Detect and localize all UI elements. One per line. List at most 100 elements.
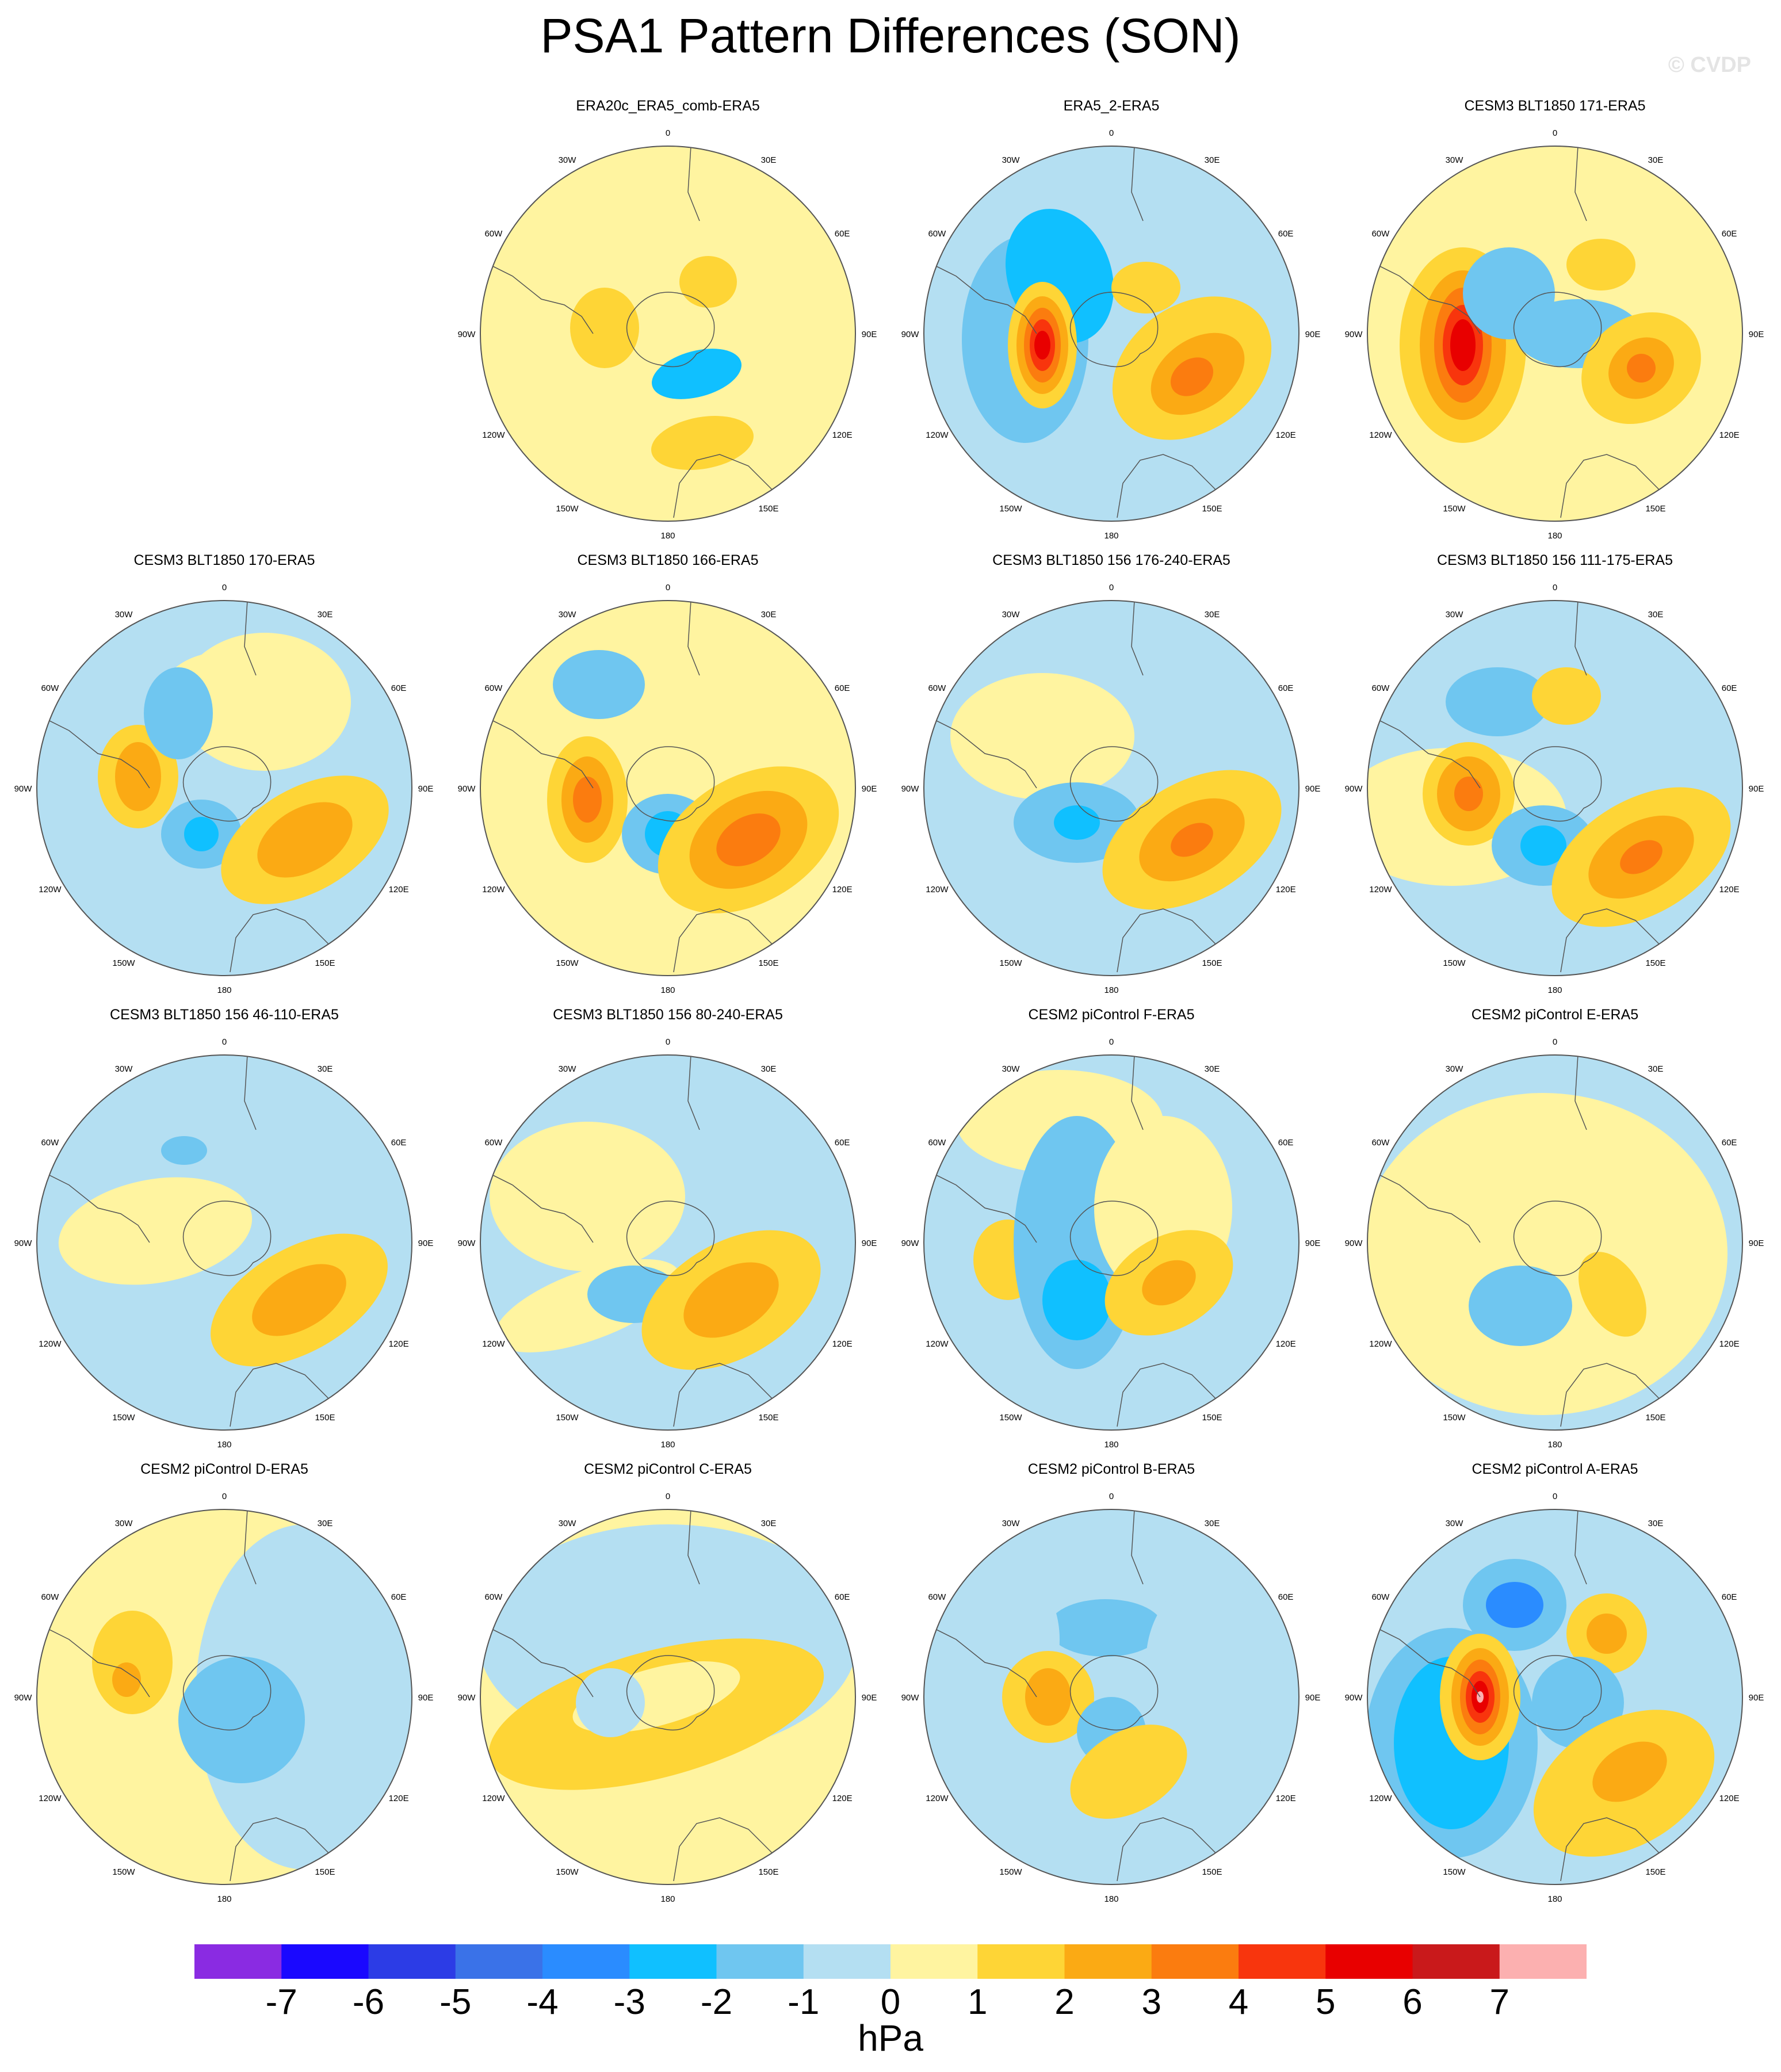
- africa-coastline: [687, 1509, 700, 1585]
- colorbar-swatch: [1151, 1944, 1239, 1979]
- polar-map: 0 30E 60E 90E 120E 150E 180 150W 120W 90W 60W 30W: [14, 1492, 434, 1904]
- longitude-label: 180: [660, 1440, 675, 1450]
- colorbar-swatch: [281, 1944, 369, 1979]
- africa-coastline: [1131, 601, 1144, 676]
- south-america-coastline: [37, 713, 150, 789]
- longitude-label: 0: [666, 583, 670, 592]
- longitude-label: 0: [222, 1492, 227, 1501]
- anomaly-contour: [112, 1662, 141, 1697]
- antarctica-coastline: [1069, 292, 1159, 368]
- longitude-label: 120W: [926, 1794, 949, 1803]
- longitude-label: 120E: [832, 885, 853, 894]
- polar-map: 0 30E 60E 90E 120E 150E 180 150W 120W 90W 60W 30W: [1345, 583, 1764, 995]
- map-frame: [923, 146, 1300, 522]
- panel-title: CESM3 BLT1850 170-ERA5: [133, 552, 315, 568]
- longitude-label: 90W: [901, 1238, 920, 1248]
- australia-coastline: [230, 1817, 340, 1884]
- panel-title: CESM3 BLT1850 156 80-240-ERA5: [553, 1007, 783, 1023]
- australia-coastline: [230, 1363, 340, 1430]
- africa-coastline: [1131, 1055, 1144, 1130]
- longitude-label: 150E: [758, 1867, 778, 1877]
- longitude-label: 60E: [835, 229, 850, 239]
- longitude-label: 180: [1104, 1440, 1118, 1450]
- longitude-label: 30E: [318, 1519, 333, 1528]
- longitude-label: 60E: [1278, 1592, 1294, 1602]
- map-frame: [480, 1054, 856, 1431]
- map-frame: [480, 146, 856, 522]
- longitude-label: 150E: [1645, 1867, 1665, 1877]
- longitude-label: 30W: [1002, 1064, 1021, 1074]
- map-panel: CESM3 BLT1850 170-ERA5 0 30E 60E 90E 120E 150E…: [0, 552, 449, 1007]
- longitude-label: 60W: [484, 229, 503, 239]
- longitude-label: 150E: [1202, 504, 1222, 514]
- longitude-label: 90W: [458, 330, 476, 339]
- longitude-label: 180: [1104, 531, 1118, 541]
- longitude-label: 120E: [1276, 1339, 1296, 1349]
- australia-coastline: [1560, 454, 1671, 521]
- colorbar-swatch: [890, 1944, 978, 1979]
- colorbar-tick-label: 3: [1141, 1982, 1161, 2022]
- longitude-label: 30W: [559, 1064, 577, 1074]
- polar-map: 0 30E 60E 90E 120E 150E 180 150W 120W 90W 60W 30W: [14, 1037, 434, 1450]
- longitude-label: 60W: [484, 1592, 503, 1602]
- anomaly-contour: [1620, 840, 1662, 874]
- longitude-label: 60E: [1722, 683, 1737, 693]
- longitude-label: 150W: [556, 504, 579, 514]
- anomaly-contour: [115, 742, 161, 811]
- longitude-label: 30E: [1205, 610, 1220, 620]
- colorbar-swatch: [194, 1944, 282, 1979]
- longitude-label: 150E: [758, 1413, 778, 1423]
- africa-coastline: [244, 1509, 257, 1585]
- colorbar-tick-label: 6: [1402, 1982, 1423, 2022]
- longitude-label: 90W: [901, 1693, 920, 1703]
- longitude-label: 30W: [115, 610, 133, 620]
- longitude-label: 90W: [1345, 1238, 1363, 1248]
- longitude-label: 180: [1104, 985, 1118, 995]
- colorbar-swatch: [803, 1944, 891, 1979]
- longitude-label: 0: [222, 583, 227, 592]
- antarctica-coastline: [1513, 1655, 1602, 1731]
- map-panel: ERA5_2-ERA5 0 30E 60E 90E 120E 150E 180 150W 120W…: [887, 98, 1336, 552]
- longitude-label: 90E: [418, 784, 434, 794]
- longitude-label: 0: [1109, 1037, 1114, 1047]
- longitude-label: 90E: [1749, 330, 1764, 339]
- longitude-label: 30E: [1648, 1064, 1664, 1074]
- longitude-label: 60W: [484, 1138, 503, 1148]
- longitude-label: 90E: [862, 330, 877, 339]
- longitude-label: 60E: [835, 683, 850, 693]
- longitude-label: 90W: [458, 1238, 476, 1248]
- longitude-label: 150W: [1443, 1867, 1466, 1877]
- polar-map: 0 30E 60E 90E 120E 150E 180 150W 120W 90W 60W 30W: [458, 583, 877, 995]
- anomaly-contour: [1520, 825, 1566, 866]
- longitude-label: 120E: [1276, 885, 1296, 894]
- longitude-label: 120E: [832, 430, 853, 440]
- colorbar-swatch: [1064, 1944, 1152, 1979]
- australia-coastline: [673, 1363, 784, 1430]
- longitude-label: 60W: [1371, 1138, 1390, 1148]
- panel-title: CESM3 BLT1850 156 111-175-ERA5: [1437, 552, 1673, 568]
- anomaly-contour: [1054, 805, 1100, 840]
- longitude-label: 120W: [39, 1339, 62, 1349]
- longitude-label: 120E: [832, 1339, 853, 1349]
- figure-title: PSA1 Pattern Differences (SON): [540, 9, 1241, 63]
- longitude-label: 0: [666, 1492, 670, 1501]
- south-america-coastline: [1367, 1167, 1481, 1243]
- anomaly-contour: [92, 1611, 173, 1714]
- antarctica-coastline: [1513, 1201, 1602, 1276]
- longitude-label: 150E: [315, 1867, 335, 1877]
- longitude-label: 30W: [1002, 1519, 1021, 1528]
- longitude-label: 60E: [1278, 1138, 1294, 1148]
- south-america-coastline: [924, 1622, 1037, 1698]
- longitude-label: 150E: [1202, 1413, 1222, 1423]
- longitude-label: 150W: [999, 1867, 1022, 1877]
- south-america-coastline: [1367, 1622, 1481, 1698]
- longitude-label: 150W: [999, 504, 1022, 514]
- longitude-label: 60W: [41, 1592, 59, 1602]
- map-panel: CESM3 BLT1850 156 80-240-ERA5 0 30E 60E 90E 1…: [444, 1007, 892, 1461]
- map-panel: CESM3 BLT1850 166-ERA5 0 30E 60E 90E 120E 150E…: [444, 552, 892, 1007]
- longitude-label: 120E: [389, 1339, 409, 1349]
- map-panel: CESM2 piControl B-ERA5 0 30E 60E 90E 120E 150E…: [887, 1461, 1336, 1916]
- antarctica-coastline: [626, 292, 715, 368]
- colorbar-swatch: [1412, 1944, 1500, 1979]
- polar-map: 0 30E 60E 90E 120E 150E 180 150W 120W 90W 60W 30W: [901, 583, 1321, 995]
